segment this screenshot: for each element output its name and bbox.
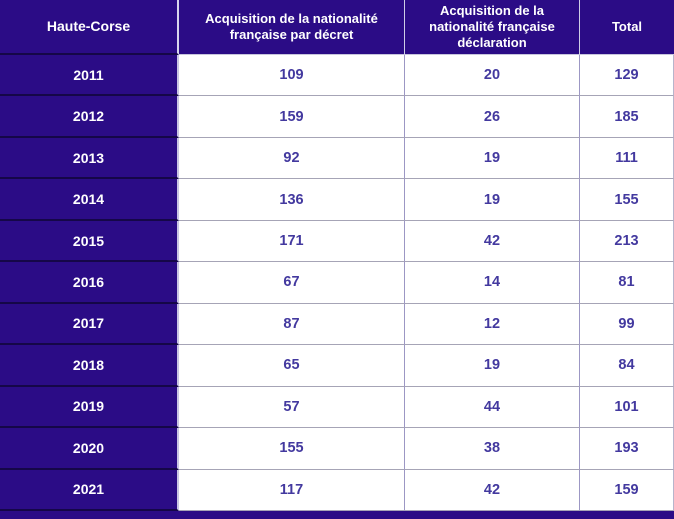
header-total: Total [580, 0, 674, 55]
table-row: 2021 117 42 159 [0, 469, 674, 511]
declaration-value-cell: 14 [405, 262, 580, 304]
total-value-cell: 101 [580, 386, 674, 429]
declaration-value-cell: 19 [405, 179, 580, 221]
year-cell: 2017 [0, 303, 179, 346]
year-cell: 2012 [0, 96, 179, 138]
year-cell: 2014 [0, 179, 179, 221]
declaration-value-cell: 20 [405, 55, 580, 97]
decret-value-cell: 57 [179, 386, 405, 429]
total-value-cell: 84 [580, 345, 674, 387]
decret-value-cell: 136 [179, 179, 405, 221]
year-cell: 2016 [0, 262, 179, 304]
header-haute-corse: Haute-Corse [0, 0, 179, 55]
table-row: 2011 109 20 129 [0, 55, 674, 97]
table-row: 2013 92 19 111 [0, 137, 674, 180]
year-cell: 2015 [0, 220, 179, 263]
table-row: 2012 159 26 185 [0, 96, 674, 138]
decret-value-cell: 87 [179, 303, 405, 346]
decret-value-cell: 117 [179, 469, 405, 511]
declaration-value-cell: 42 [405, 469, 580, 511]
table-row: 2015 171 42 213 [0, 220, 674, 263]
table-row: 2014 136 19 155 [0, 179, 674, 221]
declaration-value-cell: 19 [405, 137, 580, 180]
year-cell: 2013 [0, 137, 179, 180]
table-header-row: Haute-Corse Acquisition de la nationalit… [0, 0, 674, 55]
declaration-value-cell: 42 [405, 220, 580, 263]
clipped-next-row-strip [0, 511, 674, 519]
total-value-cell: 185 [580, 96, 674, 138]
decret-value-cell: 65 [179, 345, 405, 387]
table-row: 2016 67 14 81 [0, 262, 674, 304]
total-value-cell: 155 [580, 179, 674, 221]
table-row: 2020 155 38 193 [0, 428, 674, 470]
decret-value-cell: 67 [179, 262, 405, 304]
year-cell: 2011 [0, 55, 179, 97]
decret-value-cell: 171 [179, 220, 405, 263]
decret-value-cell: 92 [179, 137, 405, 180]
decret-value-cell: 109 [179, 55, 405, 97]
header-acquisition-declaration: Acquisition de la nationalité française … [405, 0, 580, 55]
header-acquisition-par-decret: Acquisition de la nationalité française … [179, 0, 405, 55]
table-row: 2018 65 19 84 [0, 345, 674, 387]
year-cell: 2019 [0, 386, 179, 429]
total-value-cell: 81 [580, 262, 674, 304]
year-cell: 2020 [0, 428, 179, 470]
total-value-cell: 213 [580, 220, 674, 263]
year-cell: 2021 [0, 469, 179, 511]
total-value-cell: 193 [580, 428, 674, 470]
table-row: 2017 87 12 99 [0, 303, 674, 346]
declaration-value-cell: 12 [405, 303, 580, 346]
table-row: 2019 57 44 101 [0, 386, 674, 429]
total-value-cell: 159 [580, 469, 674, 511]
declaration-value-cell: 38 [405, 428, 580, 470]
year-cell: 2018 [0, 345, 179, 387]
total-value-cell: 99 [580, 303, 674, 346]
declaration-value-cell: 19 [405, 345, 580, 387]
total-value-cell: 129 [580, 55, 674, 97]
decret-value-cell: 155 [179, 428, 405, 470]
total-value-cell: 111 [580, 137, 674, 180]
declaration-value-cell: 44 [405, 386, 580, 429]
declaration-value-cell: 26 [405, 96, 580, 138]
table-body: 2011 109 20 129 2012 159 26 185 2013 92 … [0, 55, 674, 511]
decret-value-cell: 159 [179, 96, 405, 138]
